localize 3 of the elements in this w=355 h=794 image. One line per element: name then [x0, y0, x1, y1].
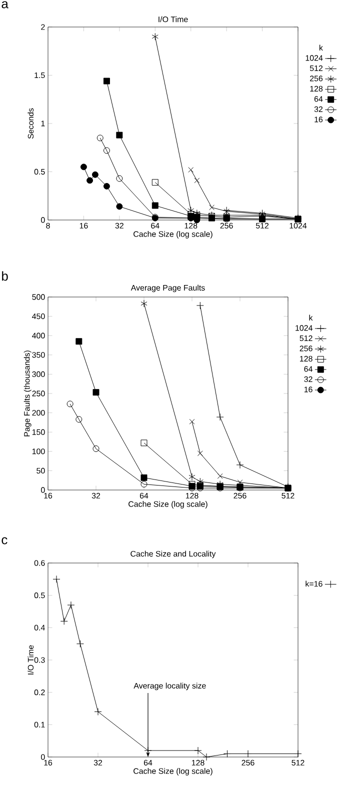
- text: a: [2, 1, 8, 8]
- text: c: [2, 537, 8, 544]
- text: b: [2, 271, 8, 281]
